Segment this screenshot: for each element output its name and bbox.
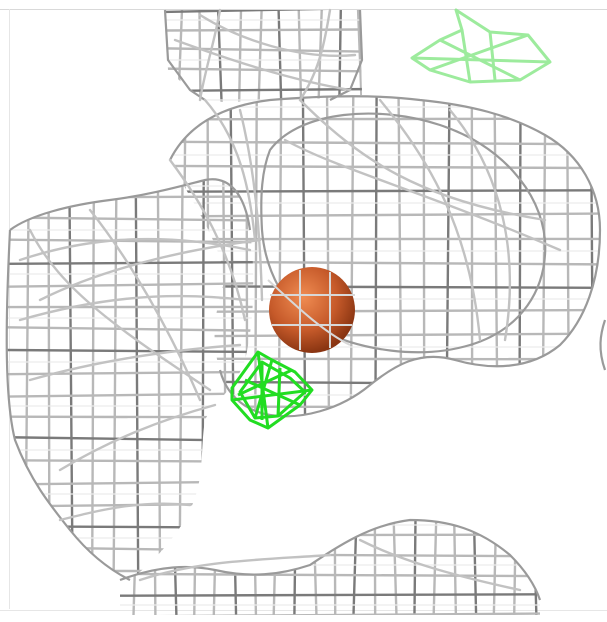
mesh-curved-strut	[448, 108, 511, 342]
mesh-curved-strut	[28, 228, 212, 392]
mesh-horizontal-strut	[165, 28, 362, 32]
mesh-curved-strut	[58, 502, 192, 522]
mesh-horizontal-strut	[6, 370, 254, 376]
mesh-curved-strut	[88, 208, 202, 402]
mesh-curved-strut	[198, 8, 222, 102]
mesh-vertical-strut	[172, 520, 178, 615]
mesh-horizontal-strut	[165, 87, 362, 93]
mesh-curved-strut	[58, 403, 217, 472]
mesh-vertical-strut	[193, 520, 197, 615]
viewport-top-border	[0, 9, 607, 10]
mesh-vertical-strut	[68, 179, 74, 580]
mesh-vertical-strut	[349, 96, 355, 417]
grey-density-mesh-left	[5, 173, 260, 580]
mesh-curved-strut	[168, 158, 247, 322]
mesh-horizontal-strut	[6, 436, 254, 442]
mesh-curved-strut	[138, 553, 332, 582]
mesh-vertical-strut	[325, 96, 331, 417]
mesh-vertical-strut	[254, 96, 258, 417]
mesh-horizontal-strut	[120, 593, 540, 597]
mesh-horizontal-strut	[160, 108, 370, 112]
mesh-horizontal-strut	[165, 47, 362, 53]
density-contours	[5, 9, 607, 601]
mesh-curved-strut	[298, 8, 332, 102]
mesh-horizontal-strut	[170, 212, 600, 218]
mesh-horizontal-strut	[6, 216, 254, 222]
mesh-horizontal-strut	[6, 392, 254, 398]
mesh-horizontal-strut	[170, 284, 600, 290]
mesh-vertical-strut	[277, 96, 283, 417]
mesh-vertical-strut	[229, 96, 235, 417]
mesh-curved-strut	[203, 98, 257, 242]
viewport-left-border	[9, 9, 10, 609]
mesh-horizontal-strut	[6, 415, 254, 419]
mesh-horizontal-strut	[6, 480, 254, 486]
mesh-vertical-strut	[134, 179, 140, 580]
mesh-horizontal-strut	[120, 572, 540, 578]
mesh-vertical-strut	[293, 520, 297, 615]
mesh-horizontal-strut	[170, 117, 600, 121]
grey-density-mesh-bottom	[120, 520, 540, 615]
mesh-curved-strut	[238, 108, 264, 302]
mesh-horizontal-strut	[6, 260, 254, 266]
mesh-over-sphere	[267, 270, 355, 350]
mesh-curved-strut	[38, 238, 262, 302]
mesh-horizontal-strut	[6, 459, 254, 463]
mesh-horizontal-strut	[170, 308, 600, 314]
mesh-curved-strut	[173, 38, 352, 92]
mesh-horizontal-strut	[6, 238, 254, 244]
mesh-vertical-strut	[90, 179, 96, 580]
mesh-curved-strut	[378, 98, 482, 342]
mesh-curved-strut	[283, 138, 562, 252]
mesh-horizontal-strut	[170, 405, 600, 409]
mesh-vertical-strut	[532, 520, 538, 615]
mesh-curved-strut	[18, 294, 247, 322]
mesh-vertical-strut	[272, 520, 278, 615]
mesh-vertical-strut	[232, 520, 238, 615]
mesh-horizontal-strut	[6, 326, 254, 332]
mesh-horizontal-strut	[120, 612, 540, 615]
inner-ring-contour	[260, 112, 547, 354]
metal-ion-sphere[interactable]	[267, 267, 355, 353]
mesh-horizontal-strut	[5, 173, 260, 177]
mesh-vertical-strut	[24, 179, 30, 580]
mesh-vertical-strut	[132, 520, 138, 615]
mesh-vertical-strut	[252, 520, 258, 615]
mesh-horizontal-strut	[6, 525, 254, 529]
top-stalk-contour	[163, 9, 364, 101]
mesh-horizontal-strut	[170, 380, 600, 386]
bottom-ridge-contour	[119, 518, 542, 601]
mesh-horizontal-strut	[170, 140, 600, 146]
mesh-struts	[18, 8, 562, 592]
green-difference-map[interactable]	[230, 350, 314, 430]
mesh-horizontal-strut	[6, 348, 254, 354]
mesh-vertical-strut	[374, 96, 378, 417]
faded-green-difference-map[interactable]	[410, 8, 552, 84]
mesh-vertical-strut	[156, 179, 162, 580]
mesh-curved-strut	[198, 13, 357, 57]
mesh-vertical-strut	[201, 179, 205, 580]
mesh-horizontal-strut	[165, 10, 362, 14]
mesh-vertical-strut	[589, 96, 595, 417]
mesh-curved-strut	[28, 343, 242, 382]
upper-blob-contour	[169, 95, 602, 418]
mesh-vertical-strut	[47, 179, 51, 580]
mesh-horizontal-strut	[6, 546, 254, 552]
right-edge-fragment	[599, 319, 607, 371]
mesh-horizontal-strut	[170, 332, 600, 338]
mesh-vertical-strut	[178, 179, 184, 580]
mesh-horizontal-strut	[170, 189, 600, 193]
mesh-horizontal-strut	[6, 282, 254, 288]
left-blob-contour	[5, 178, 252, 581]
mesh-vertical-strut	[565, 96, 571, 417]
mesh-vertical-strut	[153, 520, 157, 615]
viewport-bottom-border	[0, 610, 607, 611]
mesh-curved-strut	[358, 538, 522, 592]
